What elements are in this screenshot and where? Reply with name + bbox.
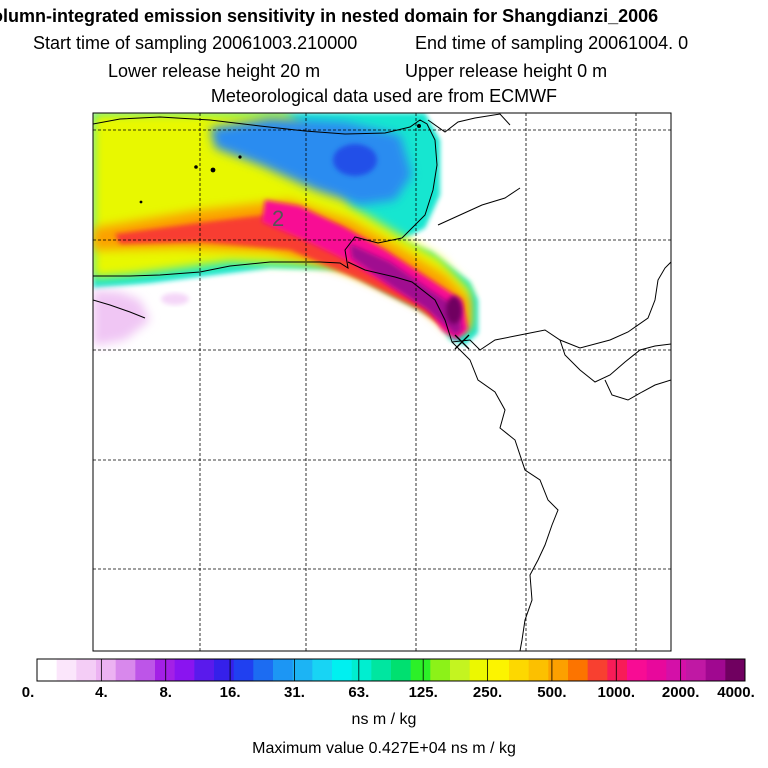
coastline-sw [93,299,146,319]
colorbar-swatch [489,659,510,681]
colorbar-swatch [568,659,589,681]
coastline-peninsula [347,261,671,351]
colorbar-swatch [666,659,687,681]
colorbar-swatch [371,659,392,681]
colorbar-swatch [391,659,412,681]
field-purple [350,244,462,335]
colorbar-swatch [725,659,746,681]
field-west-faint-2 [161,293,189,305]
sensitivity-field [93,113,478,345]
coastline-south-detail [604,379,671,401]
site-dot [139,200,143,204]
release-point-marker [454,334,470,350]
colorbar-swatch [410,659,431,681]
coastline-south [451,341,559,651]
upper-release-label: Upper release height 0 m [405,61,608,81]
end-sampling-label: End time of sampling 20061004. 0 [415,33,689,53]
colorbar-swatch [37,659,58,681]
field-blue [210,118,412,205]
colorbar-swatch [450,659,471,681]
colorbar-units: ns m / kg [351,711,417,728]
colorbar-swatch [587,659,608,681]
colorbar-tick-label: 0. [21,684,35,701]
colorbar-swatch [469,659,490,681]
colorbar-tick-label: 4. [95,684,108,701]
colorbar-swatch [214,659,235,681]
field-peak [446,296,462,324]
coastline-gulf [93,236,403,277]
colorbar-swatch [174,659,195,681]
colorbar-swatch [705,659,726,681]
colorbar-tick-label: 125. [408,684,438,701]
colorbar-tick-label: 16. [219,684,241,701]
colorbar-swatch [155,659,176,681]
coastlines [93,113,671,651]
colorbar-swatch [135,659,156,681]
colorbar-swatch [646,659,667,681]
colorbar-swatch [115,659,136,681]
colorbar-swatch [76,659,97,681]
coastline-east-2 [437,187,521,226]
colorbar-tick-label: 4000. [717,684,755,701]
met-data-label: Meteorological data used are from ECMWF [210,86,558,106]
colorbar-swatch [312,659,333,681]
field-blue-core [333,144,377,176]
colorbar-swatch [332,659,353,681]
colorbar-swatch [627,659,648,681]
lat-lon-grid [93,113,671,651]
colorbar-swatch [528,659,549,681]
colorbar-swatch [253,659,274,681]
colorbar-tick-label: 63. [348,684,370,701]
colorbar-tick-label: 31. [284,684,305,701]
max-value-label: Maximum value 0.427E+04 ns m / kg [252,740,516,757]
contour-label: 2 [272,206,284,231]
colorbar-swatch [96,659,117,681]
site-dot [194,165,198,169]
colorbar-tick-label: 500. [537,684,567,701]
colorbar [36,658,746,682]
coastline-east [427,113,511,133]
colorbar-border [36,658,746,682]
colorbar-tick-label: 1000. [597,684,636,701]
colorbar-swatch [548,659,569,681]
plot-title: olumn-integrated emission sensitivity in… [0,6,659,26]
colorbar-swatch [56,659,77,681]
colorbar-swatch [686,659,707,681]
colorbar-tick-label: 8. [159,684,172,701]
colorbar-swatch [273,659,294,681]
map-frame [92,112,672,652]
site-dot [210,167,216,173]
coastline-north [93,116,438,239]
colorbar-swatch [292,659,313,681]
colorbar-tick-label: 2000. [661,684,700,701]
colorbar-swatch [233,659,254,681]
colorbar-swatch [194,659,215,681]
site-dot [417,124,421,128]
colorbar-swatch [607,659,628,681]
coastline-south-bay [559,339,671,383]
field-west-faint [93,290,150,345]
site-markers [139,124,421,204]
lower-release-label: Lower release height 20 m [108,61,321,81]
colorbar-swatch [351,659,372,681]
colorbar-swatch [430,659,451,681]
start-sampling-label: Start time of sampling 20061003.210000 [33,33,358,53]
site-dot [238,155,242,159]
colorbar-tick-label: 250. [472,684,503,701]
field-red [115,212,462,332]
colorbar-swatch [509,659,530,681]
